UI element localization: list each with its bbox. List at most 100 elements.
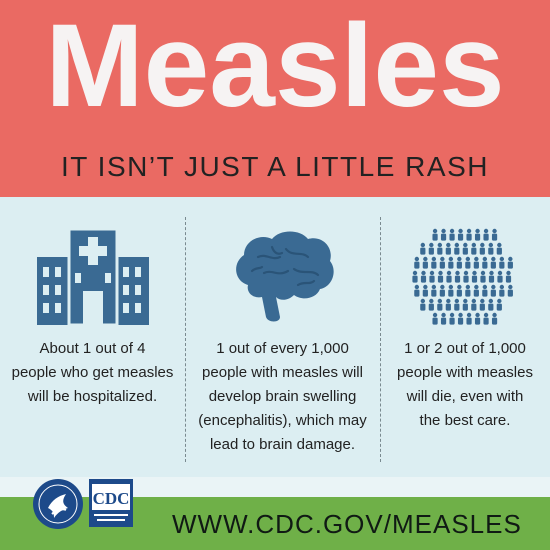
page-title: Measles: [45, 0, 505, 132]
person-figure: [440, 228, 447, 241]
person-figure: [448, 256, 454, 269]
fact-line: people who get measles: [11, 364, 174, 381]
person-figure: [420, 242, 426, 255]
person-figure: [473, 284, 479, 297]
person-figure: [420, 298, 426, 311]
person-figure: [488, 270, 495, 283]
fact-line: will die, even with: [406, 388, 524, 405]
person-figure: [505, 270, 512, 283]
person-figure: [483, 228, 489, 241]
person-figure: [457, 312, 464, 325]
hospital-icon: [0, 227, 185, 327]
cdc-logo-text: CDC: [93, 489, 130, 508]
person-figure: [471, 270, 478, 283]
person-figure: [480, 270, 486, 283]
person-figure: [457, 228, 464, 241]
person-figure: [432, 228, 438, 241]
person-figure: [491, 312, 498, 325]
person-figure: [437, 298, 443, 311]
person-figure: [507, 284, 513, 297]
person-figure: [422, 256, 428, 269]
fact-line: people with measles will: [202, 364, 363, 381]
fact-line: people with measles: [397, 364, 533, 381]
person-figure: [449, 312, 455, 325]
person-figure: [445, 242, 451, 255]
person-figure: [462, 242, 468, 255]
person-figure: [496, 242, 502, 255]
page-subtitle: IT ISN’T JUST A LITTLE RASH: [61, 151, 489, 182]
person-figure: [466, 312, 472, 325]
fact-line: the best care.: [419, 412, 511, 429]
fact-text: About 1 out of 4 people who get measles …: [0, 337, 185, 409]
person-figure: [456, 256, 462, 269]
person-figure: [490, 284, 496, 297]
people-circle-icon: [380, 227, 550, 327]
person-figure: [482, 284, 488, 297]
person-figure: [507, 256, 513, 269]
person-figure: [471, 242, 477, 255]
person-figure: [454, 242, 460, 255]
fact-line: will be hospitalized.: [27, 388, 158, 405]
person-figure: [449, 228, 455, 241]
person-figure: [439, 284, 445, 297]
person-figure: [422, 284, 428, 297]
person-figure: [431, 284, 437, 297]
person-figure: [431, 256, 437, 269]
person-figure: [428, 298, 434, 311]
person-figure: [465, 256, 471, 269]
person-figure: [483, 312, 489, 325]
person-figure: [414, 256, 420, 269]
person-figure: [462, 298, 468, 311]
person-figure: [497, 270, 503, 283]
person-figure: [412, 270, 418, 283]
person-figure: [491, 228, 498, 241]
hhs-seal-logo: [32, 478, 84, 530]
cdc-url-link[interactable]: WWW.CDC.GOV/MEASLES: [172, 509, 522, 539]
fact-line: (encephalitis), which may: [198, 412, 367, 429]
person-figure: [474, 312, 481, 325]
fact-encephalitis: 1 out of every 1,000 people with measles…: [185, 197, 380, 477]
person-figure: [432, 312, 438, 325]
person-figure: [414, 284, 420, 297]
person-figure: [479, 242, 485, 255]
fact-line: 1 or 2 out of 1,000: [404, 340, 526, 357]
column-divider: [185, 217, 186, 462]
person-figure: [465, 284, 471, 297]
person-figure: [429, 270, 435, 283]
fact-line: lead to brain damage.: [209, 436, 356, 453]
fact-hospitalization: About 1 out of 4 people who get measles …: [0, 197, 185, 477]
person-figure: [448, 284, 454, 297]
person-figure: [463, 270, 469, 283]
person-figure: [428, 242, 434, 255]
person-figure: [439, 256, 445, 269]
person-figure: [499, 256, 505, 269]
fact-text: 1 out of every 1,000 people with measles…: [185, 337, 380, 457]
person-figure: [456, 284, 462, 297]
person-figure: [482, 256, 488, 269]
person-figure: [488, 298, 494, 311]
person-figure: [488, 242, 494, 255]
person-figure: [454, 298, 460, 311]
fact-mortality: 1 or 2 out of 1,000 people with measles …: [380, 197, 550, 477]
brain-icon: [185, 227, 380, 327]
fact-line: 1 out of every 1,000: [216, 340, 349, 357]
person-figure: [490, 256, 496, 269]
person-figure: [445, 298, 451, 311]
cdc-logo: CDC: [88, 478, 134, 528]
column-divider: [380, 217, 381, 462]
header-banner: Measles IT ISN’T JUST A LITTLE RASH: [0, 0, 550, 197]
person-figure: [474, 228, 481, 241]
person-figure: [437, 242, 443, 255]
fact-text: 1 or 2 out of 1,000 people with measles …: [380, 337, 550, 433]
person-figure: [440, 312, 447, 325]
fact-line: About 1 out of 4: [39, 340, 146, 357]
person-figure: [499, 284, 505, 297]
person-figure: [446, 270, 452, 283]
fact-line: develop brain swelling: [208, 388, 357, 405]
person-figure: [466, 228, 472, 241]
person-figure: [454, 270, 461, 283]
person-figure: [496, 298, 502, 311]
person-figure: [479, 298, 485, 311]
person-figure: [471, 298, 477, 311]
